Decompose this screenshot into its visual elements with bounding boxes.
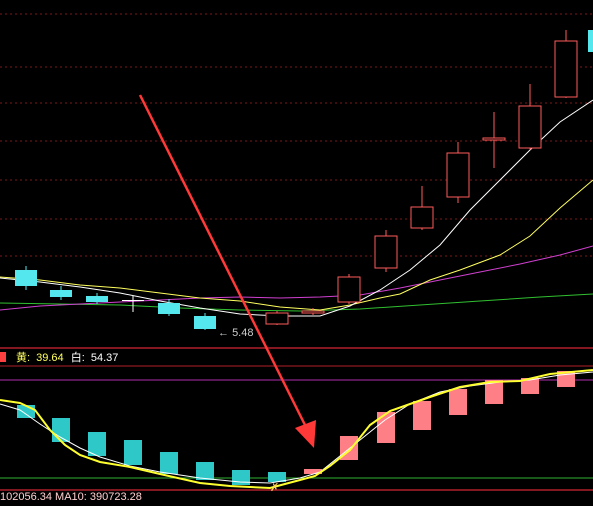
- indicator-bar-14: [521, 378, 539, 394]
- candle-12: [482, 112, 506, 168]
- candle-1: [50, 286, 72, 300]
- candle-5: [194, 313, 216, 330]
- indicator-bar-4: [160, 452, 178, 474]
- ma-line-yellow: [0, 179, 593, 311]
- low-price-value: 5.48: [232, 327, 253, 339]
- low-price-marker: ← 5.48: [218, 327, 253, 339]
- candle-2: [86, 293, 108, 304]
- legend-marker-icon: [0, 352, 6, 362]
- candle-0: [15, 266, 37, 290]
- indicator-bar-8: [304, 469, 322, 474]
- annotation-arrow-icon: [138, 94, 316, 448]
- legend-white-value: 54.37: [91, 352, 119, 364]
- candle-10: [410, 186, 434, 230]
- ma-line-magenta: [0, 245, 593, 311]
- indicator-bar-10: [377, 412, 395, 443]
- candles-group: [15, 30, 593, 330]
- volume-footer-text: 102056.34 MA10: 390723.28: [0, 491, 142, 501]
- indicator-bar-5: [196, 462, 214, 480]
- indicator-line-yellow: [0, 369, 593, 490]
- cross-marker-icon: ✗: [270, 482, 279, 494]
- candle-9: [374, 230, 398, 272]
- candle-3: [122, 296, 144, 312]
- indicator-bar-0: [17, 405, 35, 418]
- candle-8: [337, 274, 361, 304]
- indicator-bar-12: [449, 389, 467, 415]
- ma-line-green: [0, 293, 593, 312]
- legend-white-label: 白:: [71, 350, 85, 364]
- indicator-bar-7: [268, 472, 286, 482]
- candle-14: [554, 30, 578, 98]
- candle-edge: [588, 30, 593, 52]
- candle-11: [446, 142, 470, 203]
- ma-line-white: [0, 99, 593, 317]
- candle-6: [265, 311, 289, 325]
- candle-4: [158, 299, 180, 316]
- legend-yellow-label: 黄:: [16, 350, 30, 364]
- indicator-bar-3: [124, 440, 142, 465]
- indicator-bar-2: [88, 432, 106, 456]
- indicator-bar-1: [52, 418, 70, 442]
- indicator-legend: 黄: 39.64 白: 54.37: [16, 350, 118, 364]
- indicator-bar-6: [232, 470, 250, 485]
- legend-yellow-value: 39.64: [36, 352, 64, 364]
- indicator-bar-11: [413, 401, 431, 430]
- candle-13: [518, 84, 542, 150]
- price-grid: [0, 13, 593, 257]
- indicator-bar-13: [485, 380, 503, 404]
- low-price-arrow-icon: ←: [218, 327, 229, 339]
- candle-7: [301, 308, 325, 315]
